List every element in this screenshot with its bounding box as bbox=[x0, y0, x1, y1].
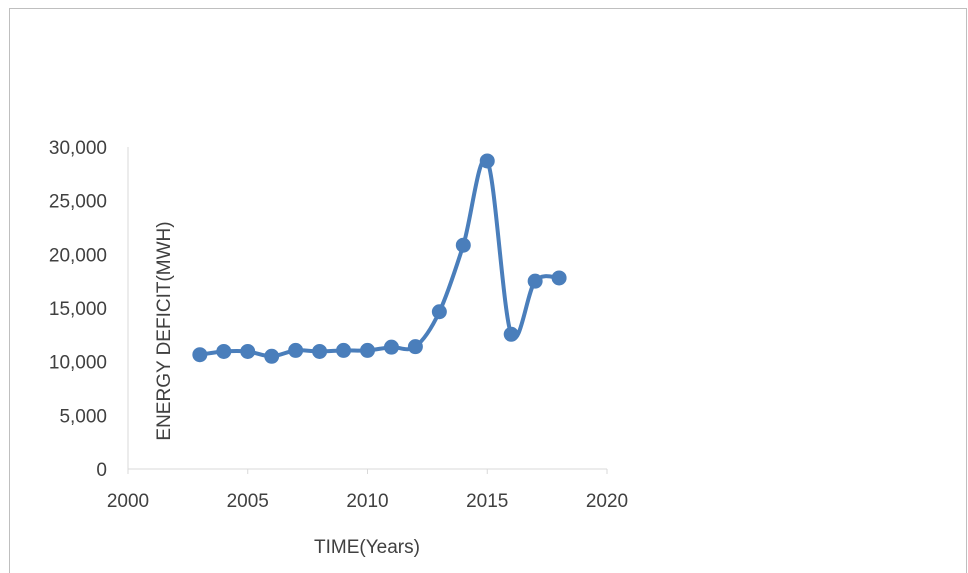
x-axis-label: TIME(Years) bbox=[314, 537, 420, 558]
data-point bbox=[288, 342, 304, 358]
y-tick-label: 15,000 bbox=[49, 299, 107, 320]
data-point bbox=[360, 342, 375, 358]
x-tick-label: 2005 bbox=[227, 491, 269, 512]
y-tick-label: 5,000 bbox=[59, 406, 107, 427]
y-tick-label: 20,000 bbox=[49, 245, 107, 266]
x-tick-marks bbox=[127, 469, 608, 474]
data-points bbox=[192, 153, 567, 364]
data-point bbox=[192, 347, 208, 363]
chart-area-border bbox=[9, 8, 967, 573]
y-axis-label: ENERGY DEFICIT(MWH) bbox=[154, 221, 175, 440]
y-tick-labels: 0 5,000 10,000 15,000 20,000 25,000 30,000 bbox=[49, 138, 107, 481]
data-point bbox=[527, 273, 543, 289]
data-point bbox=[240, 343, 256, 359]
x-tick-label: 2000 bbox=[107, 491, 149, 512]
data-point bbox=[479, 153, 495, 169]
data-point bbox=[264, 348, 280, 364]
y-tick-label: 0 bbox=[96, 460, 107, 481]
x-tick-label: 2015 bbox=[466, 491, 508, 512]
data-point bbox=[216, 343, 232, 359]
data-point bbox=[312, 343, 328, 359]
x-tick-label: 2010 bbox=[346, 491, 388, 512]
data-point bbox=[383, 339, 399, 355]
data-point bbox=[336, 342, 352, 358]
y-tick-label: 30,000 bbox=[49, 138, 107, 159]
data-point bbox=[551, 270, 567, 286]
series-line bbox=[197, 157, 562, 359]
x-tick-label: 2020 bbox=[586, 491, 628, 512]
y-tick-label: 25,000 bbox=[49, 192, 107, 213]
data-point bbox=[455, 237, 471, 253]
data-point bbox=[431, 304, 447, 320]
x-tick-labels: 2000 2005 2010 2015 2020 bbox=[107, 491, 628, 512]
data-point bbox=[503, 326, 519, 342]
y-tick-label: 10,000 bbox=[49, 353, 107, 374]
data-point bbox=[407, 339, 423, 355]
